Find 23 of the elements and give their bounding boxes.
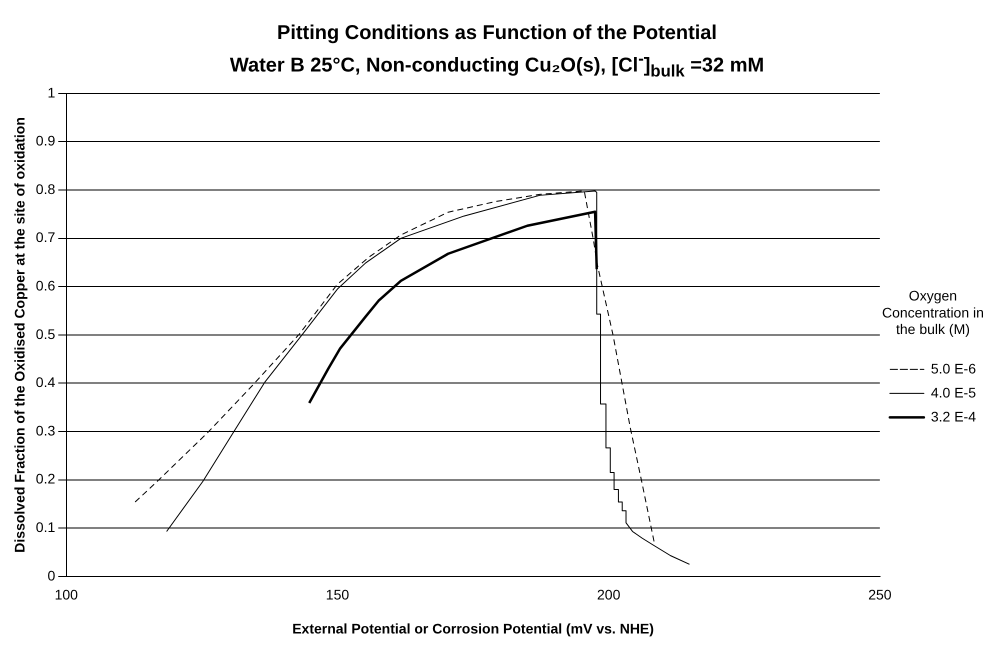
y-tick-label: 0.4 xyxy=(36,374,56,390)
chart-subtitle: Water B 25°C, Non-conducting Cu₂O(s), [Cl$^{-}$]$_{bulk}$ =32 mM xyxy=(228,49,766,82)
legend-title: Oxygen Concentration in the bulk (M) xyxy=(882,287,984,337)
y-tick-label: 0.7 xyxy=(36,228,56,245)
legend-label: 5.0 E-6 xyxy=(930,360,976,376)
legend-label: 3.2 E-4 xyxy=(930,408,976,424)
y-axis-title: Dissolved Fraction of the Oxidised Copper at the site of oxidation xyxy=(11,116,28,552)
y-tick-label: 0.1 xyxy=(36,518,56,535)
x-axis-title: External Potential or Corrosion Potential (mV vs. NHE) xyxy=(292,620,654,636)
y-tick-label: 0.3 xyxy=(36,422,56,438)
y-tick-label: 0.5 xyxy=(36,325,56,342)
y-tick-label: 0.9 xyxy=(36,132,56,148)
y-tick-label: 0 xyxy=(47,566,56,583)
y-tick-label: 0.2 xyxy=(36,470,56,486)
y-tick-label: 1 xyxy=(47,84,56,100)
y-tick-label: 0.8 xyxy=(36,180,56,197)
y-tick-label: 0.6 xyxy=(36,277,56,294)
x-tick-label: 150 xyxy=(326,586,350,602)
x-tick-label: 250 xyxy=(868,586,892,602)
chart-title: Pitting Conditions as Function of the Potential xyxy=(276,22,718,45)
x-tick-label: 100 xyxy=(54,586,78,602)
x-tick-label: 200 xyxy=(596,586,621,602)
legend-label: 4.0 E-5 xyxy=(930,384,976,400)
